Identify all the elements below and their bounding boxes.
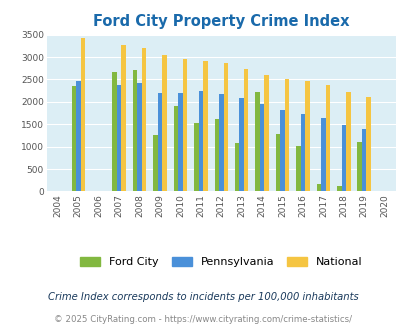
Bar: [153, 135, 158, 191]
Bar: [320, 118, 325, 191]
Bar: [162, 55, 166, 191]
Bar: [182, 59, 187, 191]
Bar: [76, 81, 80, 191]
Bar: [296, 146, 300, 191]
Bar: [325, 85, 329, 191]
Bar: [132, 71, 137, 191]
Bar: [361, 129, 366, 191]
Bar: [255, 91, 259, 191]
Bar: [121, 46, 126, 191]
Bar: [336, 186, 341, 191]
Bar: [284, 80, 288, 191]
Bar: [356, 142, 361, 191]
Text: © 2025 CityRating.com - https://www.cityrating.com/crime-statistics/: © 2025 CityRating.com - https://www.city…: [54, 315, 351, 324]
Bar: [264, 75, 268, 191]
Bar: [214, 119, 218, 191]
Bar: [366, 97, 370, 191]
Text: Crime Index corresponds to incidents per 100,000 inhabitants: Crime Index corresponds to incidents per…: [47, 292, 358, 302]
Bar: [80, 38, 85, 191]
Bar: [117, 85, 121, 191]
Bar: [112, 72, 117, 191]
Bar: [259, 104, 264, 191]
Bar: [316, 184, 320, 191]
Bar: [202, 61, 207, 191]
Bar: [341, 125, 345, 191]
Bar: [158, 93, 162, 191]
Bar: [223, 63, 228, 191]
Bar: [305, 81, 309, 191]
Bar: [173, 106, 178, 191]
Bar: [141, 48, 146, 191]
Bar: [243, 69, 248, 191]
Bar: [300, 114, 305, 191]
Bar: [194, 123, 198, 191]
Bar: [239, 98, 243, 191]
Bar: [218, 94, 223, 191]
Bar: [345, 92, 350, 191]
Bar: [71, 86, 76, 191]
Bar: [178, 93, 182, 191]
Bar: [234, 143, 239, 191]
Title: Ford City Property Crime Index: Ford City Property Crime Index: [93, 14, 349, 29]
Bar: [275, 134, 279, 191]
Bar: [198, 91, 202, 191]
Bar: [279, 110, 284, 191]
Bar: [137, 82, 141, 191]
Legend: Ford City, Pennsylvania, National: Ford City, Pennsylvania, National: [79, 256, 362, 267]
